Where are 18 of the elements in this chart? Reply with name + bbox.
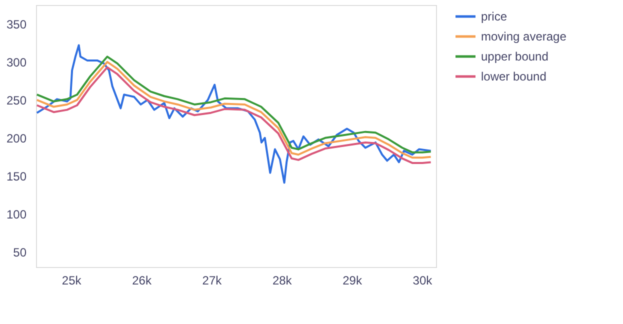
y-tick-label: 150 — [6, 169, 27, 184]
x-tick-label: 29k — [342, 274, 363, 288]
legend-label: upper bound — [481, 50, 548, 64]
x-tick-label: 26k — [132, 274, 152, 288]
y-tick-label: 100 — [6, 207, 27, 222]
x-tick-label: 25k — [62, 274, 82, 288]
x-tick-label: 28k — [272, 274, 293, 288]
x-tick-label: 30k — [412, 274, 434, 288]
y-tick-label: 300 — [6, 55, 27, 70]
y-tick-label: 50 — [13, 245, 27, 260]
y-tick-label: 350 — [6, 17, 27, 32]
y-tick-label: 250 — [6, 93, 27, 108]
legend-label: lower bound — [481, 70, 546, 84]
legend-label: price — [481, 10, 508, 24]
legend-label: moving average — [481, 30, 567, 44]
line-series — [36, 44, 432, 184]
y-tick-label: 200 — [6, 131, 27, 146]
x-tick-label: 27k — [202, 274, 223, 288]
